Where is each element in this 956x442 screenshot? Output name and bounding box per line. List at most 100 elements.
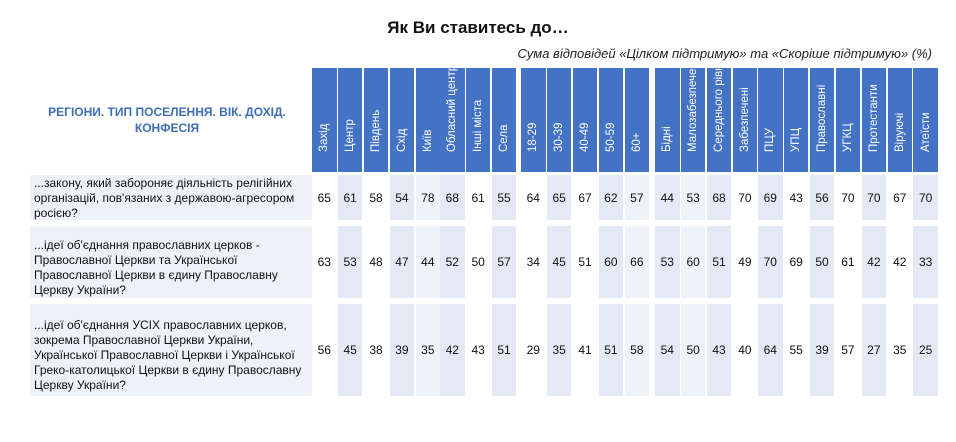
column-header-label: Бідні: [661, 126, 674, 152]
column-header: Захід: [312, 68, 337, 172]
data-cell: 55: [497, 190, 511, 205]
cell-shade: [913, 226, 938, 298]
data-cell: 53: [686, 190, 700, 205]
column-header-label: Атеїсти: [919, 112, 932, 152]
data-cell: 39: [815, 343, 829, 357]
column-header-label: Центр: [344, 119, 357, 152]
cell-shade: [440, 175, 465, 220]
data-cell: 45: [552, 255, 566, 269]
data-cell: 42: [867, 255, 881, 269]
column-header: 50-59: [598, 68, 624, 172]
data-cell: 64: [526, 190, 540, 205]
data-cell: 41: [578, 343, 592, 357]
data-cell: 70: [738, 190, 752, 205]
data-cell: 61: [841, 255, 855, 269]
cell-shade: [337, 175, 363, 220]
cell-shade: [415, 304, 441, 396]
column-header: Південь: [363, 68, 389, 172]
data-cell: 35: [421, 343, 435, 357]
cell-shade: [758, 304, 783, 396]
data-cell: 42: [445, 343, 459, 357]
data-cell: 25: [918, 343, 933, 357]
data-cell: 42: [893, 255, 907, 269]
data-cell: 60: [686, 255, 700, 269]
column-header: Малозабезпечені: [680, 60, 706, 172]
data-cell: 68: [445, 190, 459, 205]
cell-shade: [598, 304, 624, 396]
column-header: УПЦ: [783, 68, 809, 172]
column-header: 30-39: [546, 68, 572, 172]
cell-shade: [680, 304, 706, 396]
data-cell: 68: [712, 190, 726, 205]
cell-shade: [491, 175, 517, 220]
data-cell: 33: [918, 255, 933, 269]
data-cell: 56: [815, 190, 829, 205]
column-header-label: Інші міста: [472, 99, 485, 152]
column-header-label: 50-59: [604, 122, 617, 152]
column-header: Віруючі: [887, 68, 912, 172]
data-cell: 57: [841, 343, 855, 357]
data-cell: 70: [918, 190, 933, 205]
data-cell: 54: [660, 343, 674, 357]
column-header: ПЦУ: [758, 68, 783, 172]
cell-shade: [624, 226, 650, 298]
data-cell: 35: [552, 343, 566, 357]
data-cell: 50: [815, 255, 829, 269]
column-header-label: ПЦУ: [764, 127, 777, 152]
cell-shade: [415, 226, 441, 298]
row-band: [30, 304, 312, 396]
data-cell: 38: [369, 343, 383, 357]
column-header: Села: [491, 68, 517, 172]
data-cell: 51: [712, 255, 726, 269]
data-cell: 54: [395, 190, 409, 205]
data-cell: 70: [841, 190, 855, 205]
row-label: ...ідеї об'єднання УСІХ православних цер…: [34, 318, 302, 392]
column-header-label: Віруючі: [893, 112, 906, 152]
column-header: Бідні: [655, 68, 680, 172]
cell-shade: [389, 226, 415, 298]
data-cell: 47: [395, 255, 409, 269]
cell-shade: [809, 304, 835, 396]
data-cell: 61: [343, 190, 357, 205]
data-cell: 50: [471, 255, 485, 269]
column-header-label: Середнього рівня: [713, 58, 726, 152]
column-header-label: Обласний центр: [446, 64, 459, 152]
data-cell: 55: [789, 343, 803, 357]
cell-shade: [861, 226, 887, 298]
column-header-label: УПЦ: [790, 127, 803, 152]
data-cell: 78: [421, 190, 435, 205]
cell-shade: [389, 175, 415, 220]
column-header: Забезпечені: [732, 68, 758, 172]
data-cell: 34: [526, 255, 540, 269]
data-cell: 60: [604, 255, 618, 269]
column-header-label: Малозабезпечені: [687, 59, 700, 152]
column-header: 40-49: [572, 68, 598, 172]
row-label: ...ідеї об'єднання православних церков -…: [34, 238, 278, 297]
cell-shade: [655, 175, 680, 220]
data-cell: 40: [738, 343, 752, 357]
data-cell: 67: [893, 190, 907, 205]
data-cell: 51: [604, 343, 618, 357]
cell-shade: [655, 304, 680, 396]
column-header: Обласний центр: [440, 64, 465, 172]
cell-shade: [491, 226, 517, 298]
column-header-label: 60+: [630, 132, 643, 152]
cell-shade: [913, 304, 938, 396]
data-cell: 27: [867, 343, 881, 357]
cell-shade: [598, 175, 624, 220]
cell-shade: [758, 226, 783, 298]
data-cell: 70: [867, 190, 881, 205]
column-header: Центр: [337, 68, 363, 172]
cell-shade: [655, 226, 680, 298]
data-cell: 45: [343, 343, 357, 357]
data-cell: 65: [317, 190, 331, 205]
cell-shade: [389, 304, 415, 396]
data-cell: 65: [552, 190, 566, 205]
column-header-label: 30-39: [553, 122, 566, 152]
data-cell: 44: [660, 190, 674, 205]
cell-shade: [337, 226, 363, 298]
column-header: Середнього рівня: [706, 58, 732, 172]
cell-shade: [861, 304, 887, 396]
column-header-label: Забезпечені: [738, 87, 751, 152]
cell-shade: [546, 304, 572, 396]
